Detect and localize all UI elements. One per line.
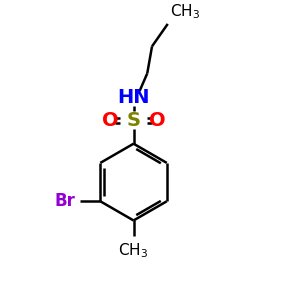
Text: O: O xyxy=(102,111,119,130)
Text: O: O xyxy=(148,111,165,130)
Text: Br: Br xyxy=(55,192,76,210)
Text: CH$_3$: CH$_3$ xyxy=(170,2,201,21)
Text: HN: HN xyxy=(117,88,150,106)
Text: CH$_3$: CH$_3$ xyxy=(118,241,148,260)
Text: S: S xyxy=(127,111,141,130)
